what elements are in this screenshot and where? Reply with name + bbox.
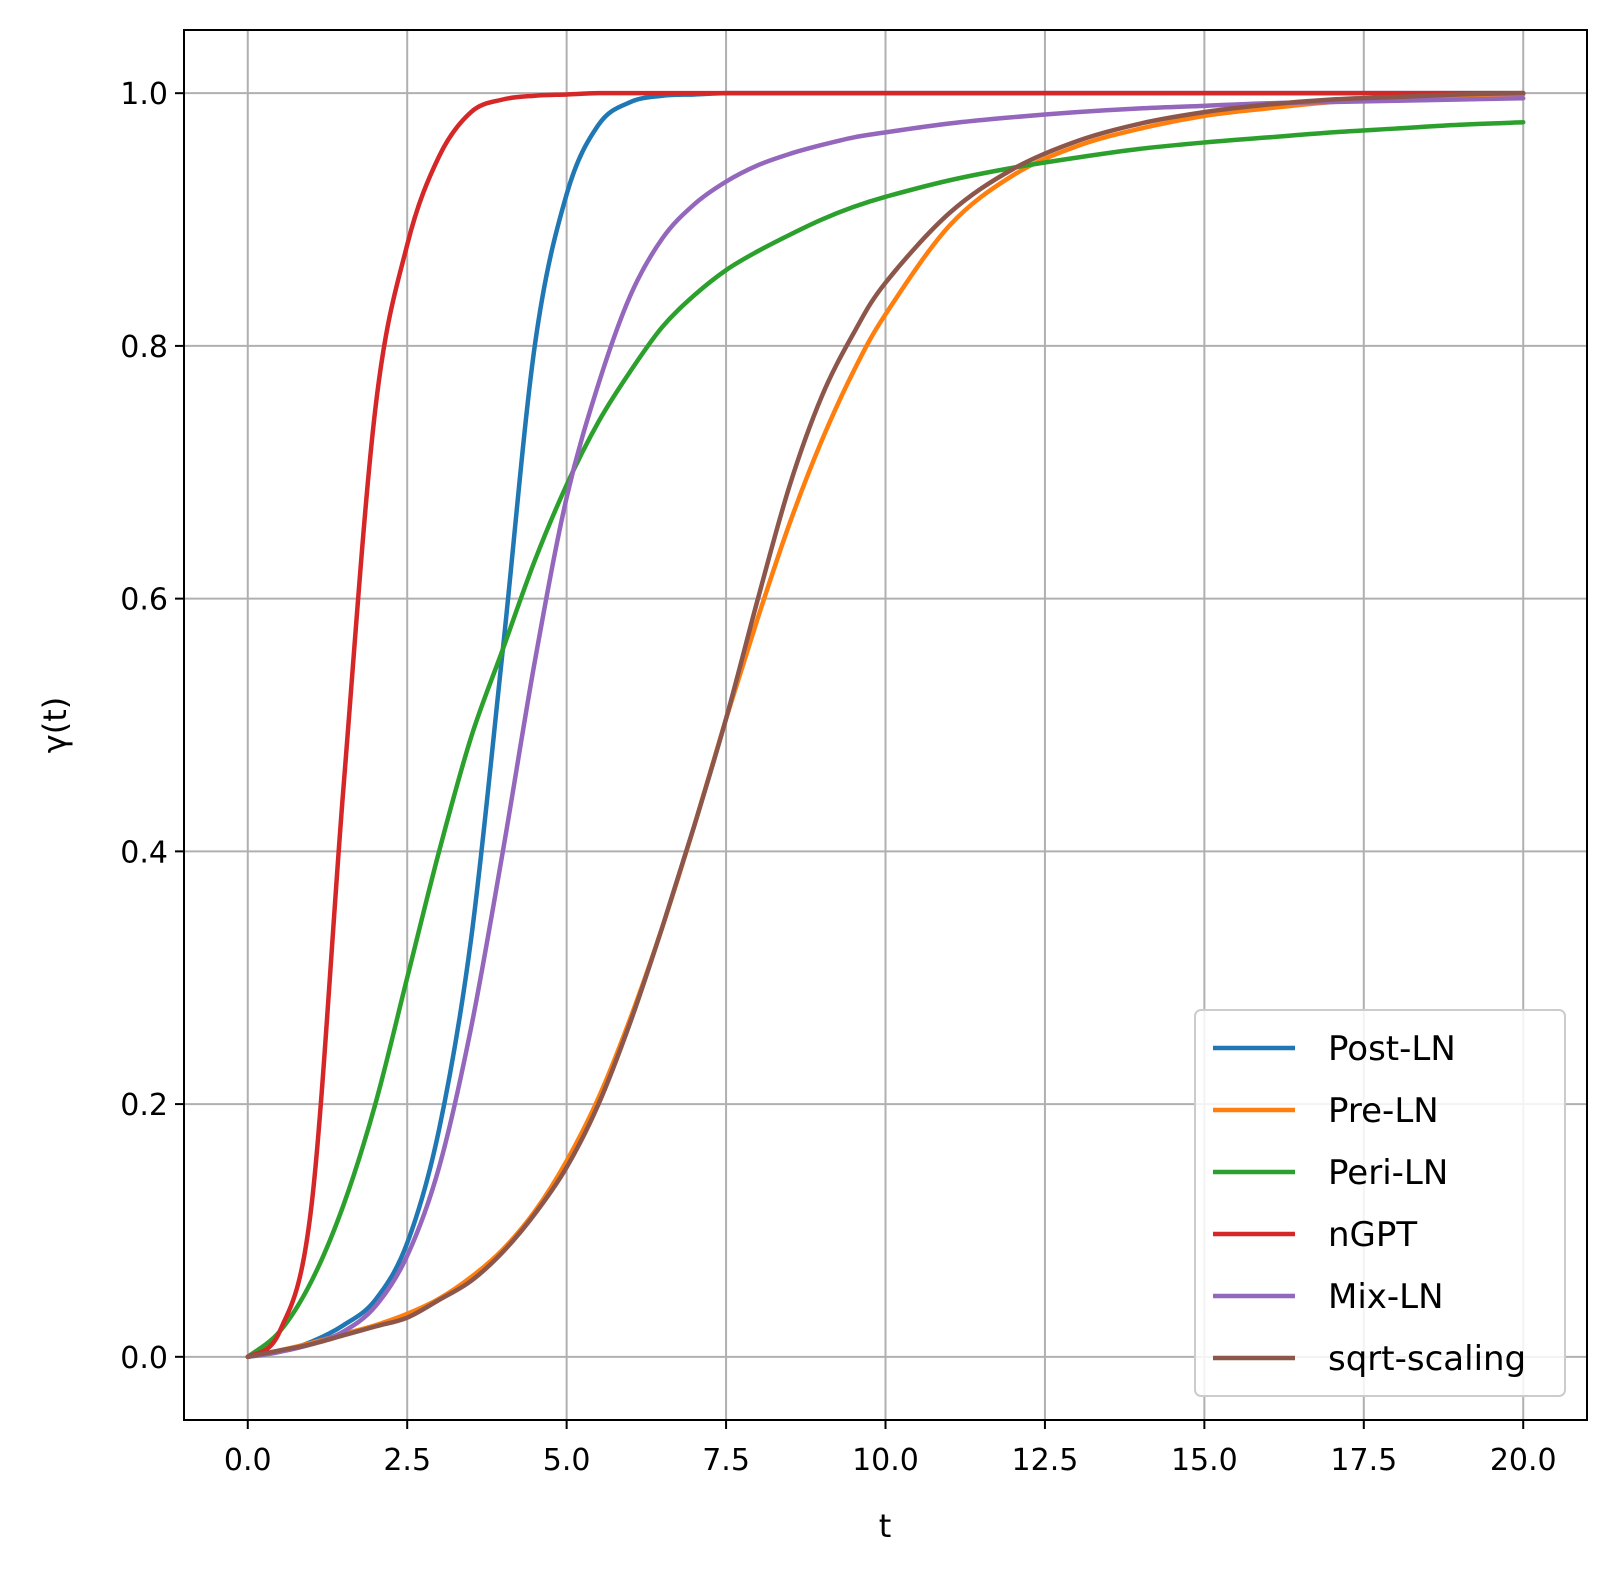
legend-label: Pre-LN: [1328, 1091, 1439, 1131]
legend: Post-LN Pre-LN Peri-LN nGPT Mix-LN sqrt-scali…: [1194, 1009, 1566, 1397]
x-tick-label: 15.0: [1171, 1443, 1238, 1478]
legend-label: sqrt-scaling: [1328, 1339, 1526, 1379]
x-tick-label: 17.5: [1330, 1443, 1397, 1478]
y-tick-label: 0.0: [120, 1341, 168, 1376]
y-tick-label: 0.6: [120, 583, 168, 618]
x-tick-label: 12.5: [1012, 1443, 1079, 1478]
legend-label: Peri-LN: [1328, 1153, 1448, 1193]
x-tick-label: 2.5: [383, 1443, 431, 1478]
legend-label: nGPT: [1328, 1215, 1417, 1255]
y-axis-label: γ(t): [36, 697, 74, 753]
x-tick-label: 10.0: [852, 1443, 919, 1478]
legend-box: [1194, 1009, 1566, 1397]
x-axis-label: t: [879, 1507, 892, 1545]
legend-label: Post-LN: [1328, 1029, 1456, 1069]
x-tick-label: 0.0: [224, 1443, 272, 1478]
series-lines: [245, 90, 1526, 1360]
x-tick-label: 7.5: [702, 1443, 750, 1478]
x-tick-label: 20.0: [1490, 1443, 1557, 1478]
y-tick-label: 0.2: [120, 1088, 168, 1123]
legend-label: Mix-LN: [1328, 1277, 1444, 1317]
y-tick-label: 0.4: [120, 835, 168, 870]
series-line-mix-ln: [245, 95, 1526, 1360]
y-tick-label: 0.8: [120, 330, 168, 365]
series-line-ngpt: [245, 90, 1526, 1360]
series-line-peri-ln: [245, 120, 1526, 1360]
series-line-sqrt-scaling: [245, 90, 1526, 1360]
x-tick-label: 5.0: [543, 1443, 591, 1478]
y-tick-label: 1.0: [120, 77, 168, 112]
axis-ticks: 0.0 2.5 5.0 7.5 10.0 12.5 15.0 17.5 20.0 0.0 0.2 0.…: [120, 77, 1556, 1478]
